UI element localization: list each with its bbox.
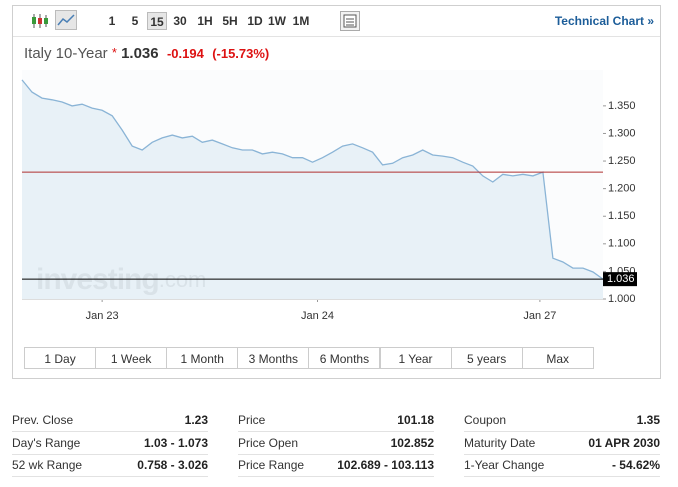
range-button[interactable]: 6 Months xyxy=(308,347,381,369)
x-tick-label: Jan 27 xyxy=(523,310,556,322)
price-change: -0.194 xyxy=(166,46,204,61)
current-value-box xyxy=(603,272,637,287)
range-button[interactable]: 5 years xyxy=(450,347,523,369)
y-tick-label: 1.150 xyxy=(608,210,636,222)
y-tick-label: 1.250 xyxy=(608,155,636,167)
stat-label: Coupon xyxy=(464,413,507,427)
stat-row: 1-Year Change - 54.62% xyxy=(464,454,660,477)
stat-value: 102.689 - 103.113 xyxy=(337,458,434,472)
range-button[interactable]: 1 Year xyxy=(379,347,452,369)
y-tick-label: 1.100 xyxy=(608,238,636,250)
instrument-name: Italy 10-Year xyxy=(24,45,108,62)
line-chart-icon[interactable] xyxy=(55,10,77,30)
range-button[interactable]: 1 Month xyxy=(166,347,239,369)
stat-row: Prev. Close 1.23 xyxy=(12,409,208,432)
stat-row: Maturity Date 01 APR 2030 xyxy=(464,432,660,455)
stat-value: 102.852 xyxy=(390,436,434,450)
stat-label: Prev. Close xyxy=(12,413,74,427)
stat-row: Price Range 102.689 - 103.113 xyxy=(238,454,434,477)
stat-value: - 54.62% xyxy=(611,458,660,472)
stat-value: 01 APR 2030 xyxy=(588,436,660,450)
stat-label: Price xyxy=(238,413,266,427)
interval-button[interactable]: 1H xyxy=(197,14,213,28)
range-button[interactable]: 3 Months xyxy=(237,347,310,369)
stat-value: 1.23 xyxy=(184,413,208,427)
stat-label: 1-Year Change xyxy=(464,458,545,472)
range-button[interactable]: 1 Week xyxy=(95,347,168,369)
y-tick-label: 1.200 xyxy=(608,183,636,195)
candlestick-icon[interactable] xyxy=(31,13,49,29)
interval-button[interactable]: 15 xyxy=(147,12,167,30)
realtime-star: * xyxy=(111,45,117,60)
interval-button[interactable]: 1D xyxy=(247,14,263,28)
stat-row: Price 101.18 xyxy=(238,409,434,432)
technical-chart-link[interactable]: Technical Chart » xyxy=(554,14,654,28)
stat-value: 101.18 xyxy=(397,413,434,427)
price-line xyxy=(21,79,604,280)
stat-value: 1.03 - 1.073 xyxy=(143,436,208,450)
stat-row: Price Open 102.852 xyxy=(238,432,434,455)
range-button[interactable]: 1 Day xyxy=(24,347,97,369)
current-value-label: 1.036 xyxy=(607,273,635,285)
toolbar: 1 5 15 30 1H 5H 1D 1W 1M Technical Chart » xyxy=(13,6,660,37)
interval-button[interactable]: 1W xyxy=(268,14,286,28)
area xyxy=(22,79,603,300)
stat-value: 0.758 - 3.026 xyxy=(137,458,208,472)
stat-row: 52 wk Range 0.758 - 3.026 xyxy=(12,454,208,477)
chart: investing.com1.0001.0501.1001.1501.2001.… xyxy=(21,70,637,322)
price-change-percent: (-15.73%) xyxy=(212,46,270,61)
settings-icon[interactable] xyxy=(340,11,360,31)
chart-widget: 1 5 15 30 1H 5H 1D 1W 1M Technical Chart » Italy… xyxy=(12,5,661,379)
interval-button[interactable]: 1M xyxy=(292,14,310,28)
instrument-header: Italy 10-Year * 1.036 -0.194 (-15.73%) xyxy=(24,45,269,62)
y-tick-label: 1.000 xyxy=(608,293,636,305)
stat-label: Price Open xyxy=(238,436,299,450)
x-tick-label: Jan 24 xyxy=(301,310,334,322)
stat-label: Day's Range xyxy=(12,436,81,450)
interval-button[interactable]: 1 xyxy=(108,14,116,28)
stat-label: Maturity Date xyxy=(464,436,536,450)
last-price: 1.036 xyxy=(121,45,159,62)
y-tick-label: 1.300 xyxy=(608,127,636,139)
stat-value: 1.35 xyxy=(636,413,660,427)
stat-label: Price Range xyxy=(238,458,305,472)
stat-row: Coupon 1.35 xyxy=(464,409,660,432)
stat-row: Day's Range 1.03 - 1.073 xyxy=(12,432,208,455)
y-tick-label: 1.350 xyxy=(608,100,636,112)
x-tick-label: Jan 23 xyxy=(86,310,119,322)
interval-button[interactable]: 30 xyxy=(173,14,187,28)
stat-label: 52 wk Range xyxy=(12,458,83,472)
range-button[interactable]: Max xyxy=(521,347,594,369)
interval-button[interactable]: 5 xyxy=(131,14,139,28)
interval-button[interactable]: 5H xyxy=(222,14,238,28)
